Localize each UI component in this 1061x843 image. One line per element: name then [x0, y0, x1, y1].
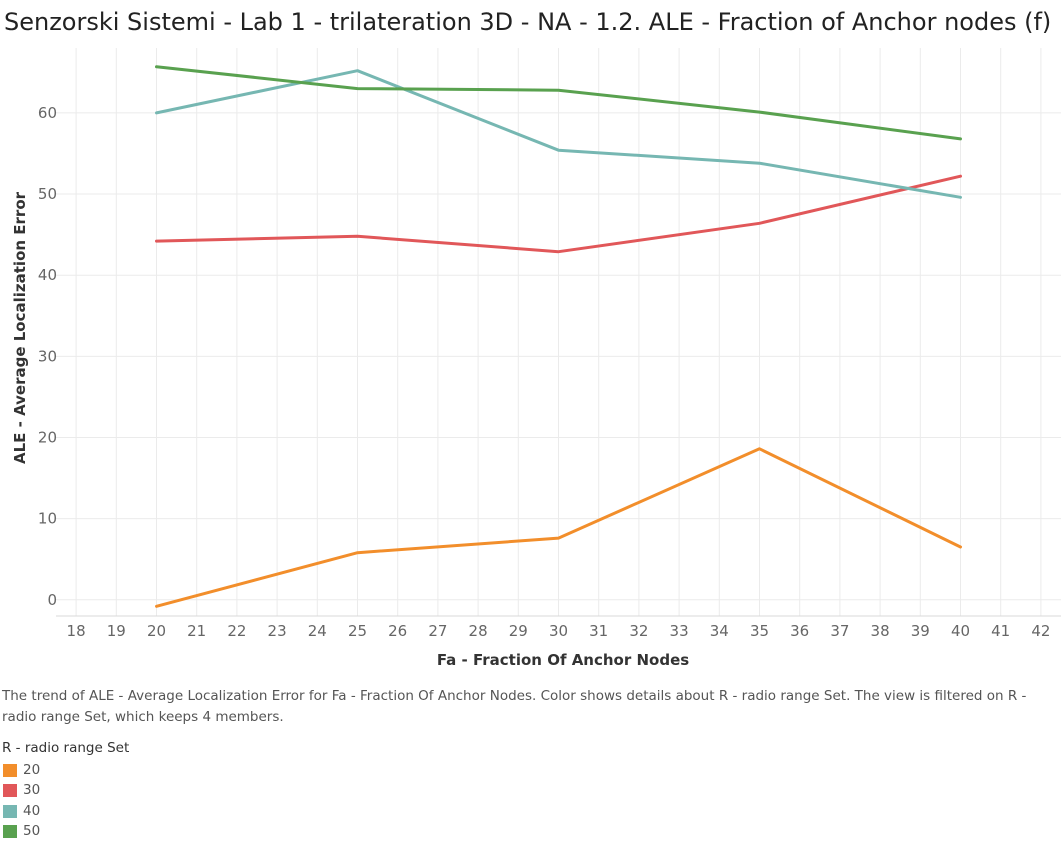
- y-tick-label: 40: [38, 266, 57, 284]
- x-tick-label: 34: [710, 622, 729, 640]
- x-tick-label: 32: [629, 622, 648, 640]
- legend-label: 30: [23, 782, 41, 798]
- x-tick-label: 42: [1031, 622, 1050, 640]
- x-axis-label: Fa - Fraction Of Anchor Nodes: [437, 651, 689, 669]
- legend-item-40[interactable]: 40: [3, 802, 40, 820]
- x-tick-label: 33: [670, 622, 689, 640]
- legend-swatch: [3, 763, 17, 777]
- line-chart: 18 19 20 21 22 23 24 25 26 27 28 29 30 31 32 33 34 35 36 37…: [11, 48, 1061, 669]
- x-tick-label: 28: [469, 622, 488, 640]
- x-tick-label: 26: [388, 622, 407, 640]
- chart-series: [155, 65, 962, 608]
- x-tick-label: 35: [750, 622, 769, 640]
- x-tick-label: 25: [348, 622, 367, 640]
- legend-swatch: [3, 783, 17, 797]
- legend-title: R - radio range Set: [2, 740, 130, 756]
- x-tick-label: 37: [830, 622, 849, 640]
- x-tick-label: 24: [308, 622, 327, 640]
- x-tick-label: 22: [227, 622, 246, 640]
- x-tick-label: 30: [549, 622, 568, 640]
- x-tick-label: 41: [991, 622, 1010, 640]
- legend-label: 40: [23, 803, 41, 819]
- legend-item-30[interactable]: 30: [3, 781, 40, 799]
- series-line-40: [155, 69, 962, 199]
- y-tick-label: 30: [38, 347, 57, 365]
- x-tick-label: 36: [790, 622, 809, 640]
- x-tick-label: 39: [911, 622, 930, 640]
- chart-title: Senzorski Sistemi - Lab 1 - trilateratio…: [4, 8, 1052, 36]
- legend-label: 50: [23, 823, 41, 839]
- y-tick-label: 50: [38, 185, 57, 203]
- legend-swatch: [3, 824, 17, 838]
- x-tick-label: 27: [428, 622, 447, 640]
- series-line-20: [155, 447, 962, 608]
- x-tick-label: 40: [951, 622, 970, 640]
- legend-swatch: [3, 804, 17, 818]
- x-tick-label: 18: [67, 622, 86, 640]
- y-axis-label: ALE - Average Localization Error: [11, 191, 29, 464]
- chart-axes: 18 19 20 21 22 23 24 25 26 27 28 29 30 31 32 33 34 35 36 37…: [38, 104, 1061, 640]
- x-tick-label: 31: [589, 622, 608, 640]
- y-tick-label: 0: [47, 591, 57, 609]
- x-tick-label: 23: [268, 622, 287, 640]
- x-tick-label: 38: [871, 622, 890, 640]
- y-tick-label: 60: [38, 104, 57, 122]
- x-tick-label: 29: [509, 622, 528, 640]
- y-tick-label: 10: [38, 510, 57, 528]
- legend-item-50[interactable]: 50: [3, 822, 40, 840]
- x-tick-label: 19: [107, 622, 126, 640]
- legend-label: 20: [23, 762, 41, 778]
- x-tick-label: 21: [187, 622, 206, 640]
- legend-item-20[interactable]: 20: [3, 761, 40, 779]
- y-tick-label: 20: [38, 428, 57, 446]
- chart-caption: The trend of ALE - Average Localization …: [2, 688, 1027, 725]
- series-line-50: [155, 65, 962, 141]
- x-tick-label: 20: [147, 622, 166, 640]
- chart-grid: [56, 48, 1061, 616]
- series-line-30: [155, 174, 962, 254]
